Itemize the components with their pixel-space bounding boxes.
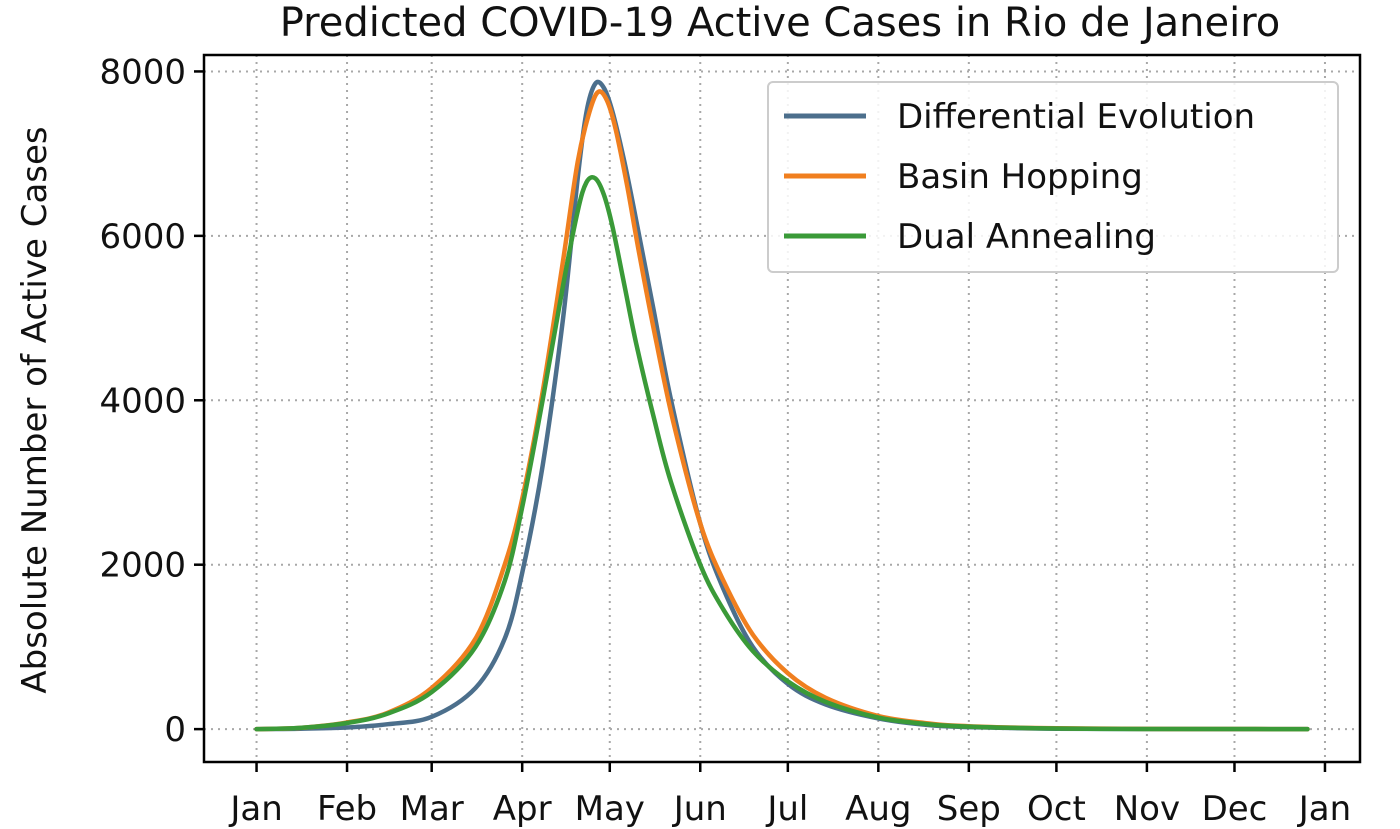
series-line-2	[254, 175, 1310, 732]
x-tick-label: May	[575, 789, 645, 829]
chart-title: Predicted COVID-19 Active Cases in Rio d…	[280, 0, 1281, 46]
x-tick-label: Oct	[1027, 789, 1086, 829]
y-tick-label: 2000	[99, 546, 186, 586]
x-tick-label: Mar	[400, 789, 464, 829]
plot-frame	[202, 53, 1362, 764]
legend-label-1: Basin Hopping	[897, 157, 1143, 197]
y-tick-label: 0	[164, 710, 186, 750]
y-tick-label: 8000	[99, 52, 186, 92]
legend-label-2: Dual Annealing	[897, 217, 1156, 257]
x-tick-label: Aug	[845, 789, 911, 829]
legend-box	[767, 81, 1339, 273]
x-tick-label: Jan	[228, 789, 282, 829]
legend: Differential Evolution Basin Hopping Dual …	[767, 81, 1339, 273]
y-tick-label: 6000	[99, 217, 186, 257]
x-tick-label: Feb	[317, 789, 377, 829]
x-tick-label: Jan	[1297, 789, 1351, 829]
x-tick-label: Dec	[1202, 789, 1268, 829]
grid	[204, 55, 1360, 762]
series-lines	[254, 79, 1310, 732]
y-axis-label: Absolute Number of Active Cases	[15, 126, 55, 693]
x-tick-label: Jun	[672, 789, 727, 829]
x-axis: Jan Feb Mar Apr May Jun Jul Aug Sep Oct Nov Dec Jan	[228, 762, 1351, 829]
x-tick-label: Apr	[493, 789, 552, 829]
y-tick-label: 4000	[99, 381, 186, 421]
x-tick-label: Jul	[765, 789, 808, 829]
x-tick-label: Nov	[1114, 789, 1180, 829]
x-tick-label: Sep	[937, 789, 1001, 829]
legend-label-0: Differential Evolution	[897, 97, 1255, 137]
y-axis: 0 2000 4000 6000 8000	[99, 52, 204, 750]
